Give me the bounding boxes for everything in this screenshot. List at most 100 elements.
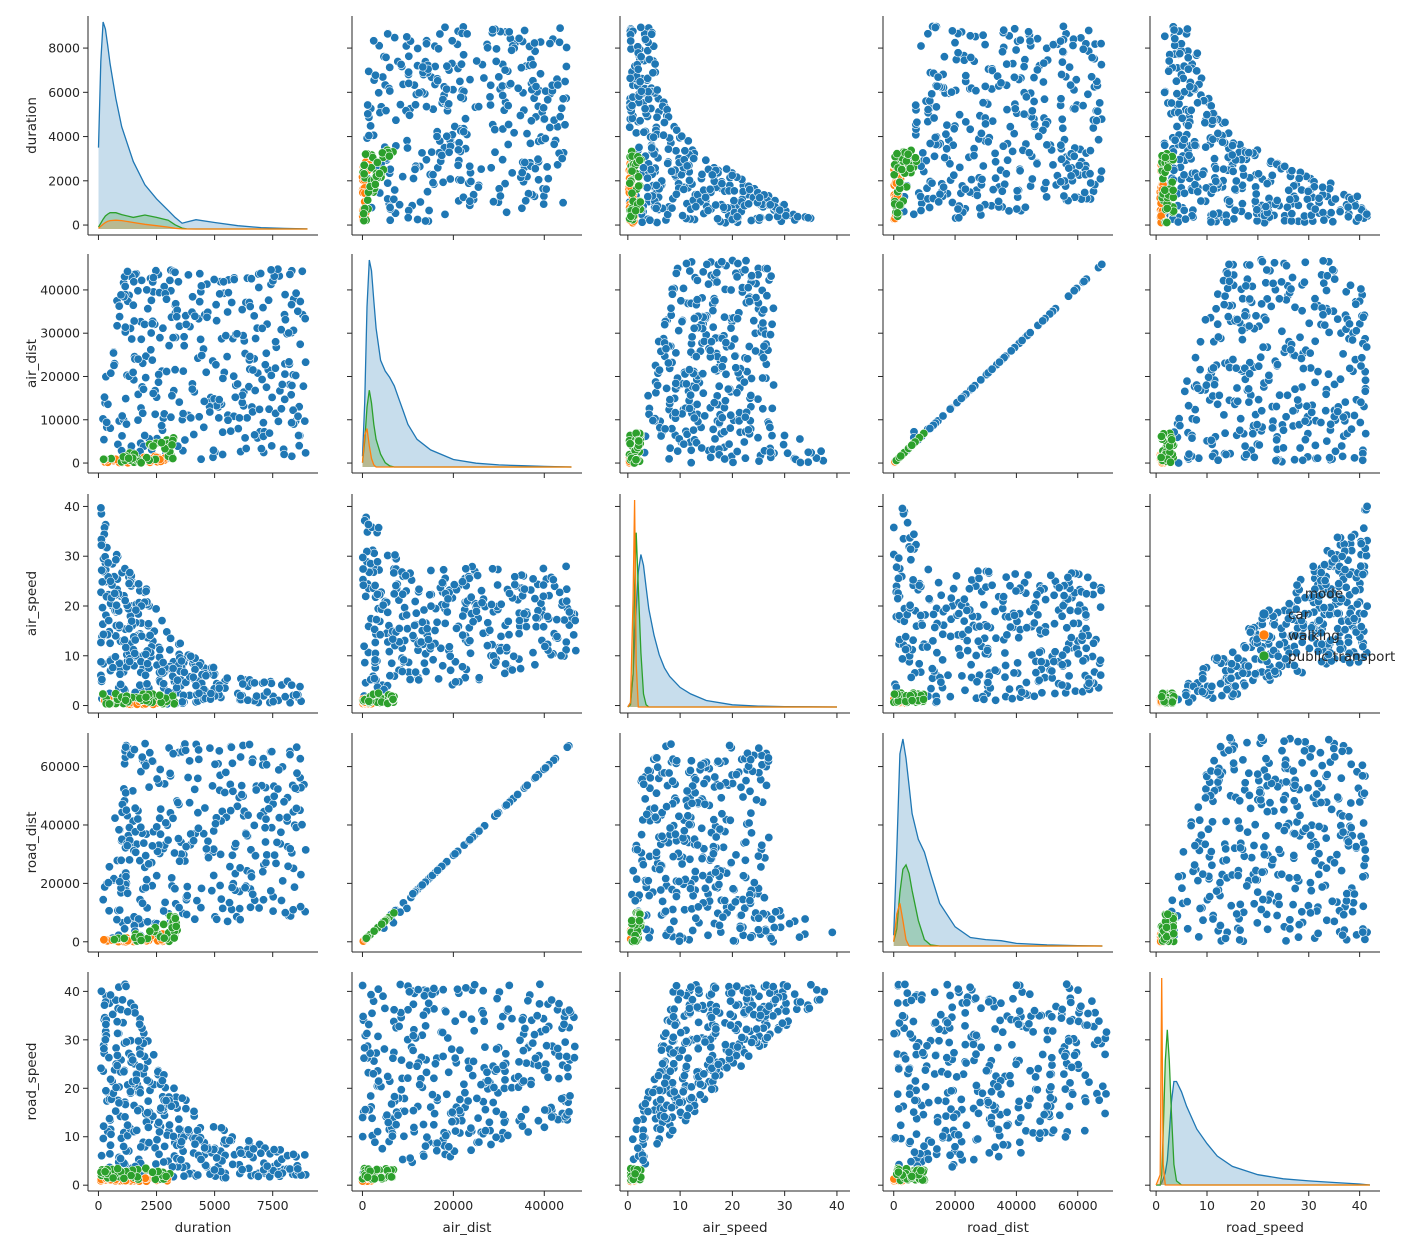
scatter-point [758, 404, 768, 414]
panel-content [1155, 501, 1372, 708]
scatter-point [201, 671, 211, 681]
scatter-point [1322, 436, 1332, 446]
scatter-point [495, 191, 505, 201]
scatter-point [154, 377, 164, 387]
scatter-point [1047, 666, 1057, 676]
scatter-point [159, 679, 169, 689]
scatter-point [647, 143, 657, 153]
scatter-point [502, 207, 512, 217]
scatter-point [916, 206, 926, 216]
scatter-point [1078, 44, 1088, 54]
scatter-point [1058, 47, 1068, 57]
scatter-point [1168, 185, 1178, 195]
scatter-point [188, 292, 198, 302]
scatter-point [1352, 651, 1362, 661]
scatter-point [108, 663, 118, 673]
scatter-point [679, 439, 689, 449]
scatter-point [1258, 342, 1268, 352]
scatter-point [1210, 380, 1220, 390]
scatter-point [423, 634, 433, 644]
scatter-point [402, 143, 412, 153]
scatter-point [424, 206, 434, 216]
scatter-point [285, 269, 295, 279]
scatter-point [1001, 572, 1011, 582]
panel-content [357, 512, 581, 709]
scatter-point [1241, 450, 1251, 460]
scatter-point [1254, 361, 1264, 371]
scatter-point [165, 275, 175, 285]
scatter-point [375, 630, 385, 640]
panel-air_dist-vs-air_dist [347, 254, 582, 478]
scatter-point [221, 331, 231, 341]
scatter-point [147, 319, 157, 329]
scatter-point [634, 181, 644, 191]
scatter-point [442, 61, 452, 71]
scatter-point [414, 584, 424, 594]
scatter-point [229, 371, 239, 381]
scatter-point [1296, 353, 1306, 363]
scatter-point [148, 441, 158, 451]
scatter-point [663, 210, 673, 220]
scatter-point [1290, 455, 1300, 465]
panel-content [361, 259, 572, 468]
scatter-point [147, 355, 157, 365]
scatter-point [1318, 310, 1328, 320]
scatter-point [552, 631, 562, 641]
scatter-point [1356, 539, 1366, 549]
scatter-point [635, 155, 645, 165]
scatter-point [713, 214, 723, 224]
scatter-point [248, 365, 258, 375]
scatter-point [895, 200, 905, 210]
scatter-point [168, 663, 178, 673]
scatter-point [280, 315, 290, 325]
scatter-point [892, 208, 902, 218]
scatter-point [1335, 644, 1345, 654]
scatter-point [123, 266, 133, 276]
scatter-point [267, 441, 277, 451]
scatter-point [443, 594, 453, 604]
scatter-point [98, 689, 108, 699]
scatter-point [105, 638, 115, 648]
scatter-point [765, 422, 775, 432]
scatter-point [1097, 259, 1107, 269]
scatter-point [729, 196, 739, 206]
scatter-point [286, 390, 296, 400]
scatter-point [1179, 170, 1189, 180]
scatter-point [364, 66, 374, 76]
scatter-point [701, 155, 711, 165]
scatter-point [174, 397, 184, 407]
scatter-point [1325, 453, 1335, 463]
scatter-point [951, 571, 961, 581]
scatter-point [363, 109, 373, 119]
scatter-point [1069, 618, 1079, 628]
scatter-point [473, 570, 483, 580]
scatter-point [1271, 456, 1281, 466]
scatter-point [514, 33, 524, 43]
scatter-point [395, 100, 405, 110]
scatter-point [294, 430, 304, 440]
scatter-point [779, 440, 789, 450]
scatter-point [504, 27, 514, 37]
scatter-point [1056, 177, 1066, 187]
scatter-point [1005, 622, 1015, 632]
scatter-point [370, 580, 380, 590]
scatter-point [1201, 142, 1211, 152]
scatter-point [1237, 199, 1247, 209]
scatter-point [1058, 123, 1068, 133]
scatter-point [514, 616, 524, 626]
scatter-point [402, 610, 412, 620]
scatter-point [233, 424, 243, 434]
scatter-point [1290, 631, 1300, 641]
scatter-point [681, 379, 691, 389]
scatter-point [370, 70, 380, 80]
panel-duration-vs-air_dist [347, 16, 582, 240]
scatter-point [1050, 619, 1060, 629]
kde-line-walking [361, 428, 572, 468]
scatter-point [1175, 49, 1185, 59]
scatter-point [421, 102, 431, 112]
scatter-point [186, 413, 196, 423]
scatter-point [803, 457, 813, 467]
scatter-point [559, 615, 569, 625]
scatter-point [1349, 410, 1359, 420]
scatter-point [1310, 584, 1320, 594]
